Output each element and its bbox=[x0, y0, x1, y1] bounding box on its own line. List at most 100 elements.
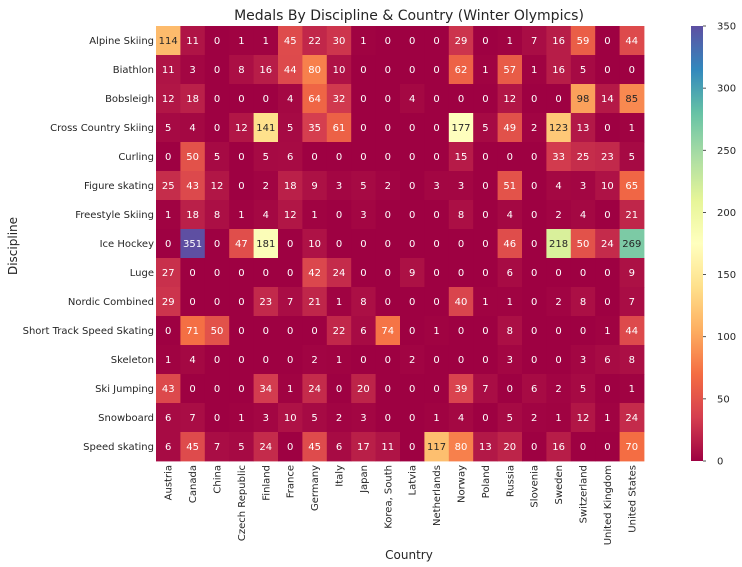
cell-value-label: 3 bbox=[433, 181, 439, 192]
heatmap-cell bbox=[302, 113, 328, 143]
x-tick-label: United Kingdom bbox=[603, 465, 614, 545]
cell-value-label: 11 bbox=[162, 65, 175, 76]
cell-value-label: 0 bbox=[604, 442, 610, 453]
cell-value-label: 49 bbox=[503, 123, 516, 134]
heatmap-cell bbox=[204, 171, 230, 201]
heatmap-cell bbox=[278, 316, 303, 346]
cell-value-label: 4 bbox=[409, 94, 415, 105]
heatmap-cell bbox=[497, 171, 523, 201]
cell-value-label: 0 bbox=[214, 384, 220, 395]
heatmap-cell bbox=[302, 258, 328, 288]
heatmap-cell bbox=[400, 142, 425, 172]
heatmap-cell bbox=[522, 113, 547, 143]
heatmap-cell bbox=[546, 171, 572, 201]
cell-value-label: 0 bbox=[580, 326, 586, 337]
heatmap-cell bbox=[278, 200, 303, 230]
cell-value-label: 0 bbox=[385, 65, 391, 76]
cell-value-label: 17 bbox=[357, 442, 370, 453]
heatmap-cell bbox=[400, 316, 425, 346]
x-tick-label: Slovenia bbox=[530, 465, 541, 508]
cell-value-label: 0 bbox=[385, 36, 391, 47]
cell-value-label: 0 bbox=[433, 36, 439, 47]
cell-value-label: 1 bbox=[238, 210, 244, 221]
heatmap-cell bbox=[522, 374, 547, 404]
heatmap-cell bbox=[595, 432, 620, 462]
cell-value-label: 51 bbox=[503, 181, 516, 192]
y-tick-label: Skeleton bbox=[111, 355, 154, 366]
cell-value-label: 10 bbox=[333, 65, 346, 76]
heatmap-cell bbox=[375, 345, 401, 375]
heatmap-cell bbox=[302, 200, 328, 230]
heatmap-cell bbox=[278, 374, 303, 404]
cell-value-label: 0 bbox=[189, 384, 195, 395]
cell-value-label: 2 bbox=[531, 123, 537, 134]
heatmap-cell bbox=[180, 200, 206, 230]
cell-value-label: 12 bbox=[235, 123, 248, 134]
cell-value-label: 23 bbox=[601, 152, 614, 163]
heatmap-cell bbox=[204, 200, 230, 230]
cell-value-label: 114 bbox=[159, 36, 178, 47]
cell-value-label: 8 bbox=[214, 210, 220, 221]
cell-value-label: 218 bbox=[549, 239, 568, 250]
cell-value-label: 0 bbox=[629, 65, 635, 76]
heatmap-cell bbox=[424, 287, 450, 317]
cell-value-label: 181 bbox=[256, 239, 275, 250]
heatmap-cell bbox=[497, 374, 523, 404]
cell-value-label: 4 bbox=[189, 123, 195, 134]
cell-value-label: 0 bbox=[458, 268, 464, 279]
cell-value-label: 43 bbox=[186, 181, 199, 192]
heatmap-cell bbox=[424, 403, 450, 433]
heatmap-cell bbox=[375, 55, 401, 85]
heatmap-cell bbox=[546, 229, 572, 259]
cell-value-label: 40 bbox=[455, 297, 468, 308]
heatmap-cell bbox=[619, 287, 645, 317]
x-tick-label: Norway bbox=[457, 465, 468, 503]
heatmap-cell bbox=[424, 113, 450, 143]
y-tick-label: Ski Jumping bbox=[95, 384, 154, 395]
cell-value-label: 13 bbox=[577, 123, 590, 134]
y-axis-label: Discipline bbox=[6, 217, 20, 275]
cell-value-label: 1 bbox=[507, 36, 513, 47]
heatmap-cell bbox=[595, 142, 620, 172]
y-tick-label: Snowboard bbox=[98, 413, 154, 424]
cell-value-label: 24 bbox=[625, 413, 638, 424]
heatmap-cell bbox=[473, 200, 498, 230]
x-tick-label: Austria bbox=[164, 465, 175, 500]
cell-value-label: 0 bbox=[360, 94, 366, 105]
cell-value-label: 0 bbox=[385, 94, 391, 105]
cell-value-label: 57 bbox=[503, 65, 516, 76]
heatmap-cell bbox=[326, 403, 352, 433]
cell-value-label: 3 bbox=[580, 181, 586, 192]
heatmap-cell bbox=[595, 403, 620, 433]
heatmap-cell bbox=[570, 55, 596, 85]
cell-value-label: 7 bbox=[189, 413, 195, 424]
cell-value-label: 62 bbox=[455, 65, 468, 76]
cell-value-label: 0 bbox=[531, 181, 537, 192]
cell-value-label: 0 bbox=[263, 94, 269, 105]
cell-value-label: 0 bbox=[531, 326, 537, 337]
heatmap-cell bbox=[497, 26, 523, 56]
heatmap-cell bbox=[204, 258, 230, 288]
heatmap-cell bbox=[570, 432, 596, 462]
cell-value-label: 45 bbox=[308, 442, 321, 453]
heatmap-cell bbox=[351, 200, 376, 230]
heatmap-cell bbox=[156, 55, 181, 85]
heatmap-cell bbox=[400, 345, 425, 375]
cell-value-label: 0 bbox=[165, 326, 171, 337]
cell-value-label: 0 bbox=[580, 268, 586, 279]
cell-value-label: 0 bbox=[531, 442, 537, 453]
y-tick-label: Freestyle Skiing bbox=[75, 210, 154, 221]
y-tick-label: Speed skating bbox=[83, 442, 154, 453]
cell-value-label: 0 bbox=[214, 239, 220, 250]
cell-value-label: 3 bbox=[360, 210, 366, 221]
heatmap-cell bbox=[253, 26, 279, 56]
cell-value-label: 2 bbox=[409, 355, 415, 366]
heatmap-cell bbox=[473, 171, 498, 201]
heatmap-cell bbox=[400, 374, 425, 404]
cell-value-label: 0 bbox=[385, 355, 391, 366]
heatmap-cell bbox=[546, 26, 572, 56]
cell-value-label: 0 bbox=[214, 65, 220, 76]
heatmap-cell bbox=[473, 229, 498, 259]
cell-value-label: 16 bbox=[259, 65, 272, 76]
